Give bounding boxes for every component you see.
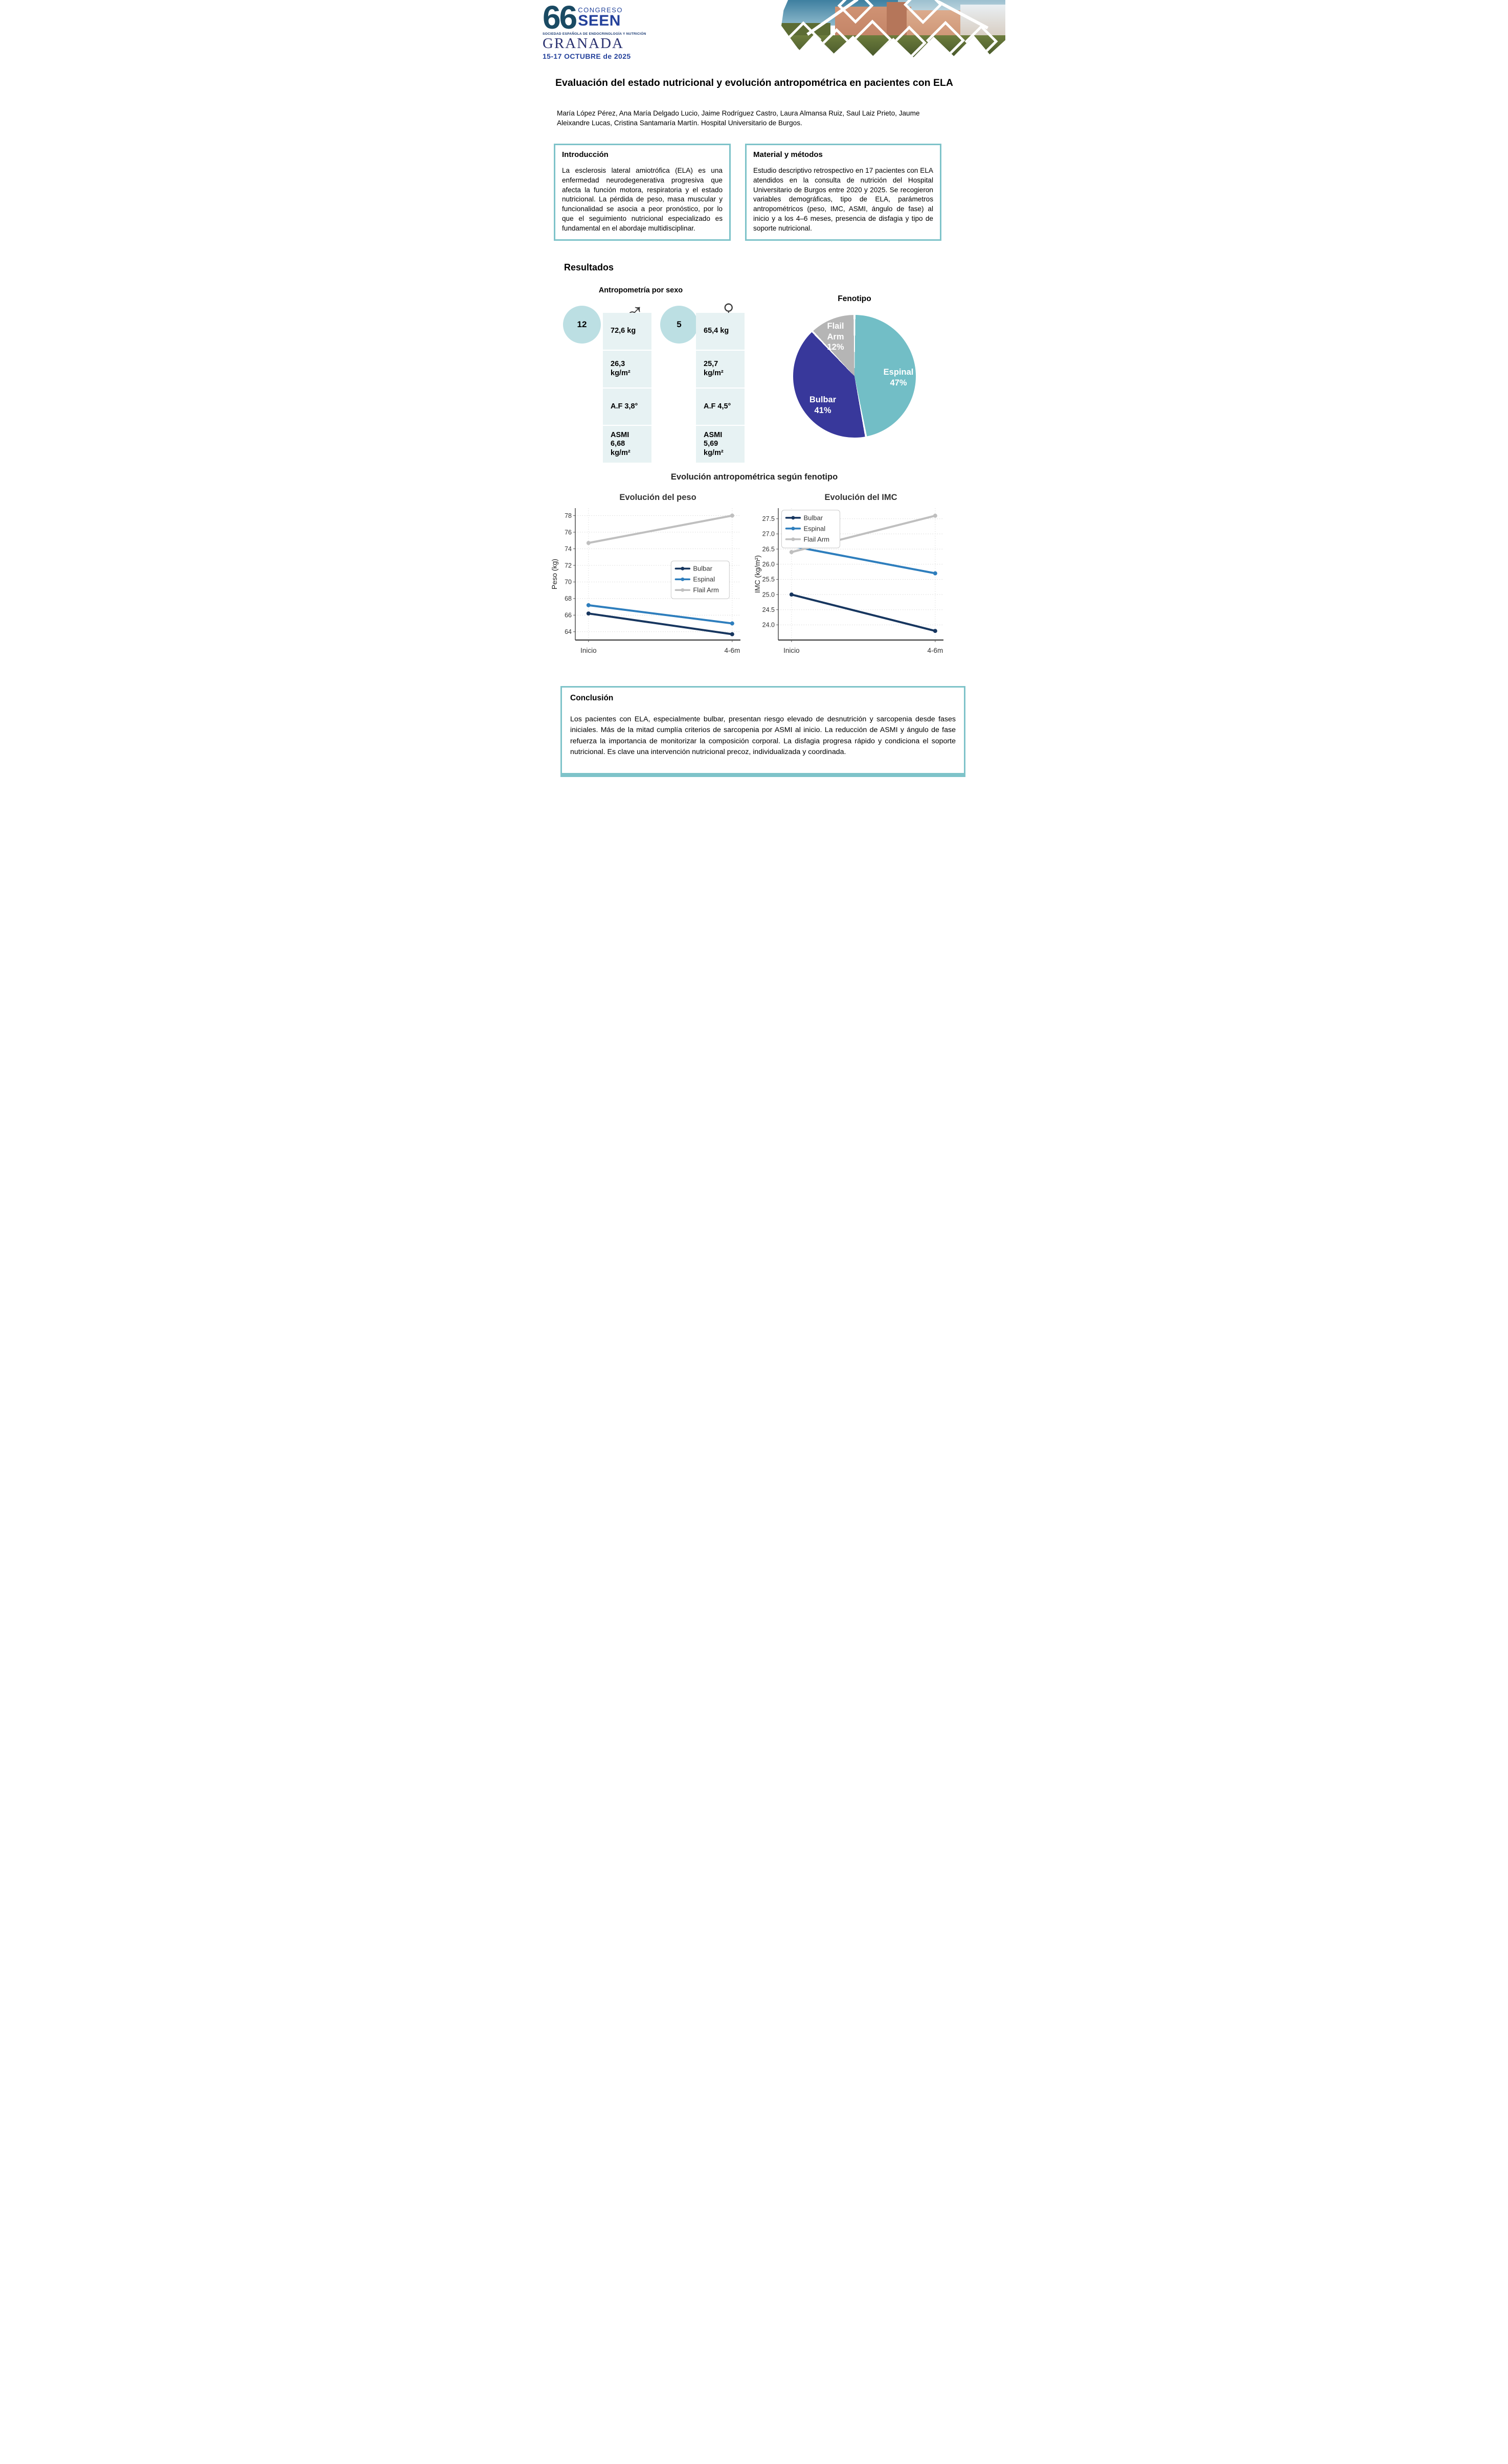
svg-text:25.5: 25.5 (762, 576, 775, 583)
logo-seen-text: SEEN (578, 12, 621, 29)
svg-text:66: 66 (565, 612, 572, 619)
poster-authors: María López Pérez, Ana María Delgado Luc… (557, 109, 920, 127)
svg-text:Espinal: Espinal (803, 524, 825, 532)
conclusion-body: Los pacientes con ELA, especialmente bul… (570, 715, 956, 756)
svg-text:Bulbar: Bulbar (803, 514, 823, 521)
female-phase-angle: A.F 4,5° (696, 388, 745, 425)
svg-text:25.0: 25.0 (762, 591, 775, 598)
logo-congreso-text: CONGRESO (578, 6, 623, 14)
svg-text:27.0: 27.0 (762, 531, 775, 538)
female-count-circle: 5 (660, 306, 698, 344)
male-bmi: 26,3 kg/m² (603, 350, 651, 387)
svg-text:Espinal: Espinal (693, 576, 715, 583)
svg-text:Inicio: Inicio (580, 647, 597, 654)
svg-text:68: 68 (565, 595, 572, 602)
phenotype-pie-title: Fenotipo (838, 294, 871, 303)
logo-city: GRANADA (543, 35, 624, 52)
svg-text:64: 64 (565, 628, 572, 635)
conclusion-heading: Conclusión (570, 694, 614, 702)
methods-body: Estudio descriptivo retrospectivo en 17 … (753, 167, 933, 232)
female-asmi: ASMI 5,69 kg/m² (696, 426, 745, 463)
poster-page: 66 CONGRESO SEEN SOCIEDAD ESPAÑOLA DE EN… (503, 0, 1005, 822)
weight-evolution-chart: 64 66 68 70 72 74 76 78 Inicio 4-6m Evolución del … (550, 493, 740, 654)
male-asmi: ASMI 6,68 kg/m² (603, 426, 651, 463)
svg-text:Evolución del IMC: Evolución del IMC (824, 493, 897, 502)
svg-text:78: 78 (565, 512, 572, 519)
introduction-body: La esclerosis lateral amiotrófica (ELA) … (562, 167, 723, 232)
male-values-column: 72,6 kg 26,3 kg/m² A.F 3,8° ASMI 6,68 kg… (603, 313, 651, 463)
methods-heading: Material y métodos (753, 150, 823, 159)
svg-text:26.5: 26.5 (762, 545, 775, 553)
svg-text:Inicio: Inicio (783, 647, 800, 654)
evolution-charts-row: 64 66 68 70 72 74 76 78 Inicio 4-6m Evolución del … (550, 490, 950, 658)
svg-text:70: 70 (565, 579, 572, 586)
svg-text:Flail Arm: Flail Arm (693, 586, 719, 594)
svg-text:Flail Arm: Flail Arm (803, 535, 829, 543)
intro-methods-row: Introducción La esclerosis lateral amiot… (554, 144, 941, 241)
logo-congreso-seen: CONGRESO SEEN (578, 5, 623, 29)
svg-text:Peso (kg): Peso (kg) (550, 559, 558, 589)
congress-logo: 66 CONGRESO SEEN SOCIEDAD ESPAÑOLA DE EN… (543, 0, 650, 60)
svg-text:IMC (kg/m²): IMC (kg/m²) (753, 555, 761, 593)
evolution-section-title: Evolución antropométrica según fenotipo (670, 472, 838, 482)
logo-society-name: SOCIEDAD ESPAÑOLA DE ENDOCRINOLOGÍA Y NU… (543, 32, 646, 36)
introduction-box: Introducción La esclerosis lateral amiot… (554, 144, 731, 241)
svg-text:4-6m: 4-6m (724, 647, 740, 654)
svg-text:Evolución del peso: Evolución del peso (619, 493, 696, 502)
pie-label-flail-arm: Flail Arm 12% (827, 322, 844, 352)
pie-label-bulbar: Bulbar 41% (809, 395, 837, 415)
svg-text:76: 76 (565, 529, 572, 536)
poster-title: Evaluación del estado nutricional y evol… (555, 77, 954, 88)
male-count-circle: 12 (563, 306, 601, 344)
svg-text:24.5: 24.5 (762, 606, 775, 613)
male-weight: 72,6 kg (603, 313, 651, 350)
anthropometry-infographic: Antropometría por sexo 12 ♂ 72,6 kg 26,3… (503, 284, 1005, 473)
methods-box: Material y métodos Estudio descriptivo r… (745, 144, 941, 241)
svg-text:74: 74 (565, 545, 572, 553)
female-weight: 65,4 kg (696, 313, 745, 350)
logo-66-number: 66 (543, 0, 577, 36)
svg-text:24.0: 24.0 (762, 622, 775, 629)
bmi-evolution-chart: 24.0 24.5 25.0 25.5 26.0 26.5 27.0 27.5 Inicio 4-… (753, 493, 943, 654)
collage-trees (781, 35, 1005, 57)
logo-dates: 15-17 OCTUBRE de 2025 (543, 52, 631, 60)
introduction-heading: Introducción (562, 150, 609, 159)
header-collage-image (781, 0, 1005, 57)
female-bmi: 25,7 kg/m² (696, 350, 745, 387)
svg-text:26.0: 26.0 (762, 561, 775, 568)
results-heading: Resultados (564, 262, 614, 272)
svg-text:Bulbar: Bulbar (693, 565, 712, 573)
svg-text:4-6m: 4-6m (927, 647, 943, 654)
conclusion-box: Conclusión Los pacientes con ELA, especi… (560, 686, 965, 778)
male-phase-angle: A.F 3,8° (603, 388, 651, 425)
svg-text:27.5: 27.5 (762, 515, 775, 522)
pie-label-espinal: Espinal 47% (883, 368, 914, 387)
svg-text:72: 72 (565, 562, 572, 569)
phenotype-pie-chart: Espinal 47% Bulbar 41% Flail Arm 12% (793, 315, 916, 438)
logo-top-row: 66 CONGRESO SEEN (543, 0, 650, 36)
anthropometry-title: Antropometría por sexo (598, 286, 683, 294)
female-values-column: 65,4 kg 25,7 kg/m² A.F 4,5° ASMI 5,69 kg… (696, 313, 745, 463)
